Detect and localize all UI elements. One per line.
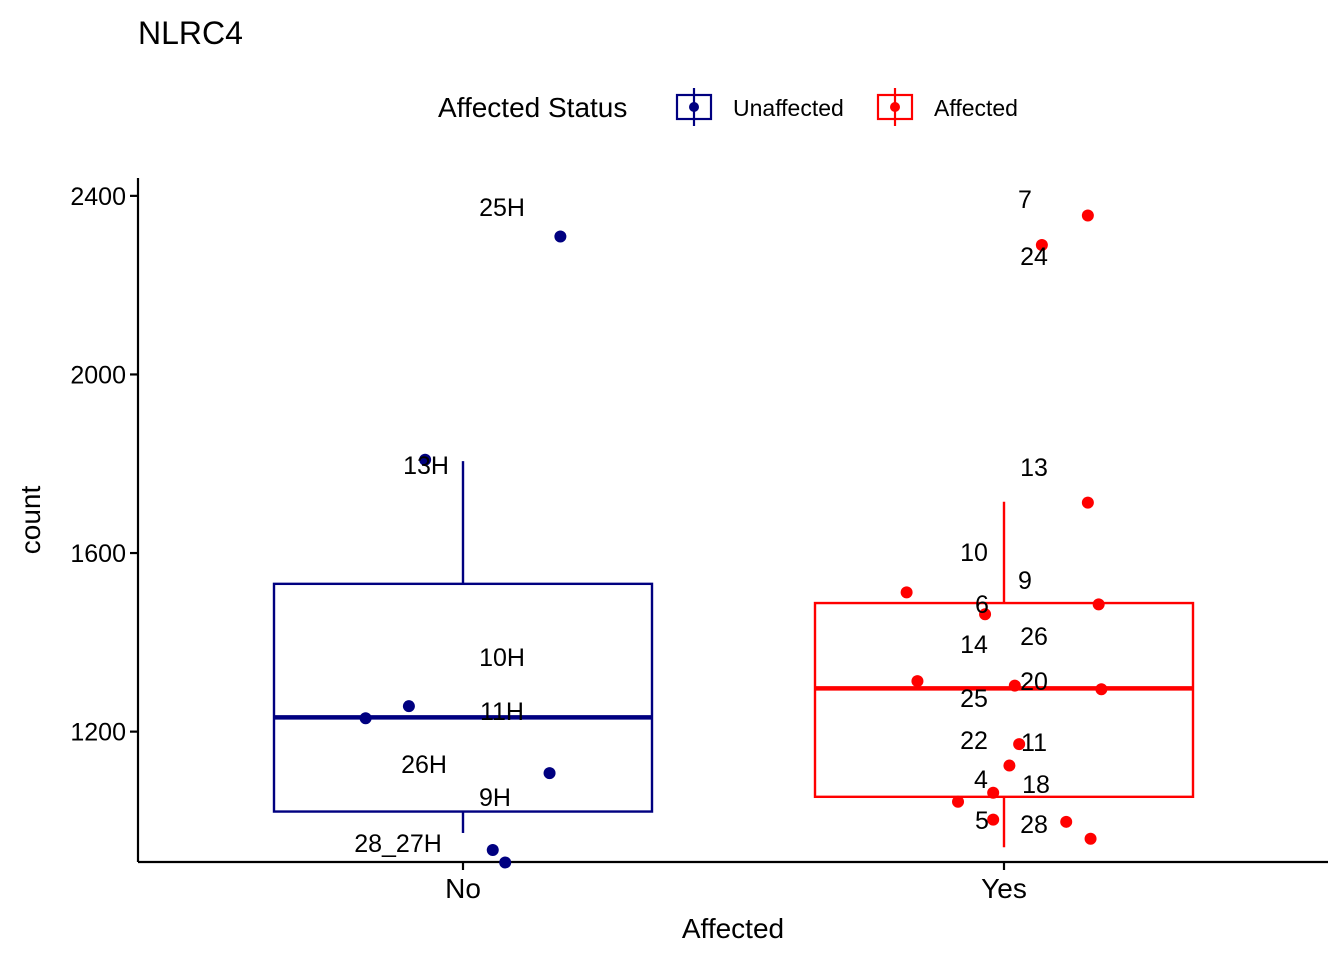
point-label: 7 bbox=[1018, 186, 1032, 214]
point-label: 18 bbox=[1022, 771, 1050, 799]
point-label: 28 bbox=[1020, 811, 1048, 839]
y-axis: 1200 1600 2000 2400 bbox=[70, 178, 140, 862]
point-label: 9 bbox=[1018, 567, 1032, 595]
point-label: 25H bbox=[479, 194, 525, 222]
data-point bbox=[1035, 238, 1048, 251]
legend-entry-unaffected: Unaffected bbox=[675, 88, 844, 126]
point-label: 26H bbox=[401, 751, 447, 779]
legend-key-point bbox=[890, 102, 900, 112]
chart-title: NLRC4 bbox=[138, 15, 243, 51]
y-tick-label: 2400 bbox=[70, 183, 126, 211]
data-point bbox=[486, 843, 499, 856]
data-point bbox=[543, 767, 556, 780]
box-affected bbox=[813, 501, 1195, 848]
y-tick-label: 2000 bbox=[70, 361, 126, 389]
y-tick-label: 1600 bbox=[70, 540, 126, 568]
data-point bbox=[987, 813, 1000, 826]
point-label: 22 bbox=[960, 727, 988, 755]
data-point bbox=[402, 700, 415, 713]
data-point bbox=[1060, 815, 1073, 828]
data-point bbox=[499, 856, 512, 869]
data-point bbox=[952, 795, 965, 808]
boxes bbox=[272, 461, 1195, 848]
data-point bbox=[554, 230, 567, 243]
point-label: 5 bbox=[975, 807, 989, 835]
point-label: 14 bbox=[960, 631, 988, 659]
point-label: 9H bbox=[479, 784, 511, 812]
point-label: 25 bbox=[960, 685, 988, 713]
data-point bbox=[987, 786, 1000, 799]
point-label: 28_27H bbox=[354, 830, 442, 858]
point-label: 10 bbox=[960, 539, 988, 567]
point-label: 4 bbox=[974, 766, 988, 794]
point-label: 10H bbox=[479, 644, 525, 672]
x-tick-label: No bbox=[445, 873, 481, 904]
y-axis-title: count bbox=[15, 486, 46, 555]
x-axis: No Yes bbox=[138, 860, 1328, 904]
data-point bbox=[1013, 738, 1026, 751]
x-tick-label: Yes bbox=[981, 873, 1027, 904]
legend-title: Affected Status bbox=[438, 92, 627, 123]
data-point bbox=[1084, 832, 1097, 845]
data-point bbox=[1003, 759, 1016, 772]
point-label: 24 bbox=[1020, 243, 1048, 271]
point-label: 26 bbox=[1020, 623, 1048, 651]
y-tick-label: 1200 bbox=[70, 719, 126, 747]
data-points bbox=[359, 209, 1108, 869]
legend-key-point bbox=[689, 102, 699, 112]
point-label: 20 bbox=[1020, 668, 1048, 696]
legend-label: Unaffected bbox=[733, 95, 844, 121]
data-point bbox=[1081, 496, 1094, 509]
data-point bbox=[979, 608, 992, 621]
point-labels: 25H 13H 10H 11H 26H 9H 28_27H 7 24 13 10 9 6 14 26 20 25… bbox=[354, 186, 1050, 858]
point-label: 13H bbox=[403, 452, 449, 480]
point-label: 11H bbox=[480, 698, 524, 726]
iqr-box bbox=[813, 601, 1195, 799]
point-label: 11 bbox=[1021, 729, 1047, 757]
box-unaffected bbox=[272, 461, 654, 833]
data-point bbox=[1095, 683, 1108, 696]
legend-label: Affected bbox=[934, 95, 1018, 121]
data-point bbox=[419, 453, 432, 466]
legend-entry-affected: Affected bbox=[876, 88, 1018, 126]
data-point bbox=[1092, 598, 1105, 611]
data-point bbox=[911, 675, 924, 688]
iqr-box bbox=[272, 582, 654, 813]
data-point bbox=[900, 586, 913, 599]
legend: Affected Status Unaffected Affected bbox=[438, 88, 1018, 126]
data-point bbox=[1008, 679, 1021, 692]
data-point bbox=[1081, 209, 1094, 222]
x-axis-title: Affected bbox=[682, 913, 784, 944]
data-point bbox=[359, 712, 372, 725]
point-label: 6 bbox=[975, 591, 989, 619]
point-label: 13 bbox=[1020, 454, 1048, 482]
